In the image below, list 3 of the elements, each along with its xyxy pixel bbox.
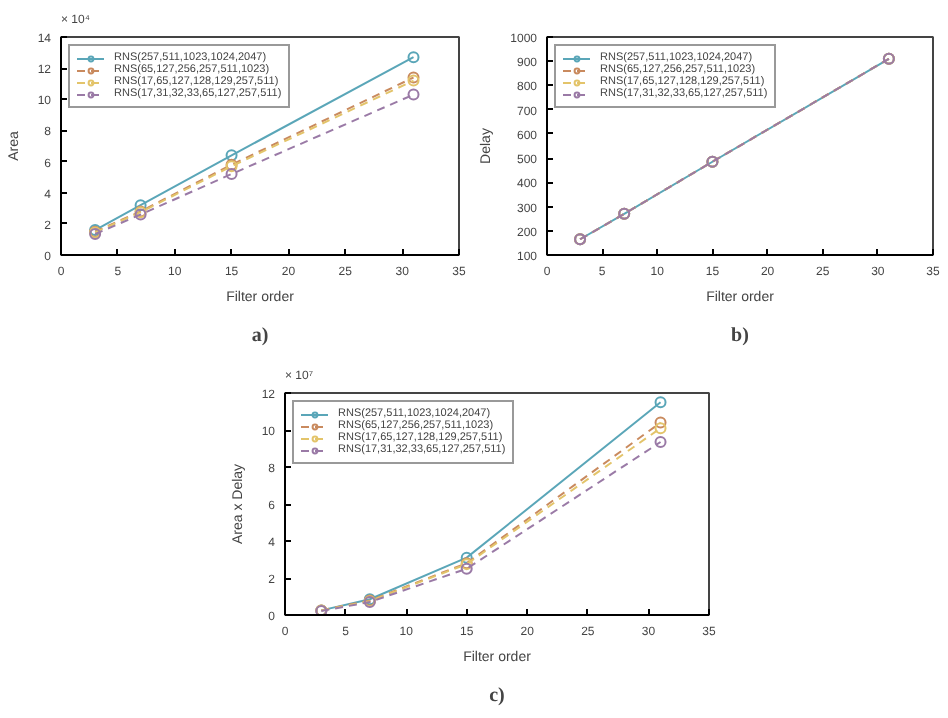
text: a) bbox=[251, 325, 269, 347]
text: c) bbox=[489, 685, 505, 707]
text: b) bbox=[731, 325, 749, 347]
